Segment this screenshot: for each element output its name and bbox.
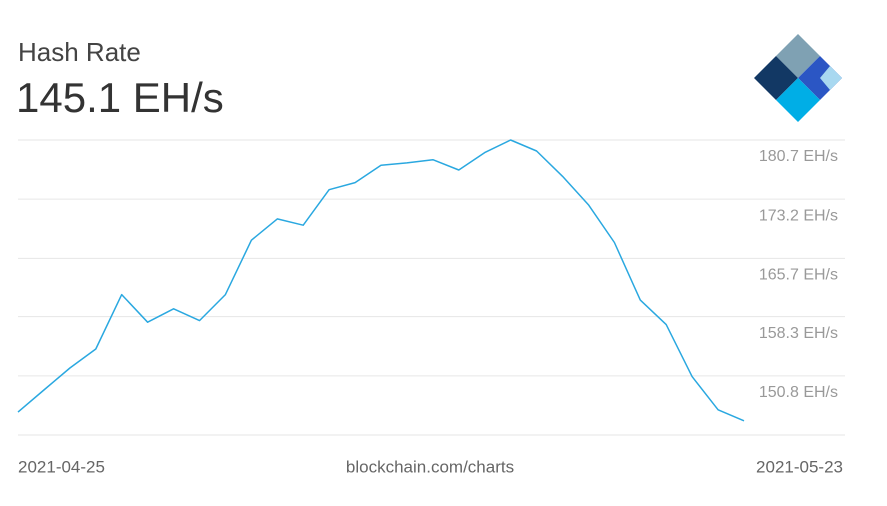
x-tick-label: 2021-05-23 [756,457,843,476]
source: blockchain.com/charts [346,457,514,476]
y-tick-label: 165.7 EH/s [759,267,838,284]
x-tick-label: 2021-04-25 [18,457,105,476]
y-tick-label: 180.7 EH/s [759,148,838,165]
y-tick-label: 158.3 EH/s [759,325,838,342]
logo [754,34,842,122]
line [17,139,745,422]
y-tick-label: 173.2 EH/s [759,207,838,224]
current-value: 145.1 EH/s [16,74,224,121]
y-tick-label: 150.8 EH/s [759,384,838,401]
chart-title: Hash Rate [18,37,141,67]
